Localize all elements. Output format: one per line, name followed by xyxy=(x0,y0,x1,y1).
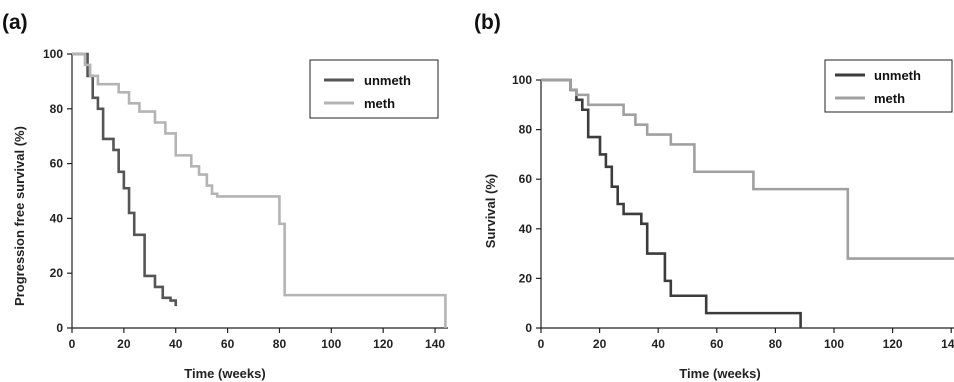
panel-b-x-axis-title: Time (weeks) xyxy=(679,366,760,381)
y-tick-label: 40 xyxy=(519,222,533,236)
y-tick-label: 60 xyxy=(519,172,533,186)
x-tick-label: 60 xyxy=(710,337,724,351)
panel-b-legend-box xyxy=(824,59,953,113)
series-line-unmeth xyxy=(72,52,178,307)
x-tick-label: 80 xyxy=(273,337,287,351)
panel-b-y-axis-title: Survival (%) xyxy=(483,174,498,248)
panel-b-series xyxy=(541,78,954,328)
series-line-unmeth xyxy=(541,78,802,328)
panel-a-y-axis-title: Progression free survival (%) xyxy=(12,126,27,306)
series-line-meth xyxy=(541,78,954,260)
panel-a-x-ticks: 0 20 40 60 80 100 120 140 xyxy=(69,328,445,351)
y-tick-label: 80 xyxy=(519,123,533,137)
y-tick-label: 100 xyxy=(512,73,532,87)
x-tick-label: 100 xyxy=(321,337,341,351)
panel-b-label: (b) xyxy=(474,11,501,34)
panel-a-x-axis-title: Time (weeks) xyxy=(184,366,265,381)
panel-a-legend: unmeth meth xyxy=(309,59,439,119)
y-tick-label: 20 xyxy=(50,266,64,280)
series-line-meth xyxy=(72,52,447,328)
y-tick-label: 20 xyxy=(519,271,533,285)
panel-b-y-ticks: 0 20 40 60 80 100 xyxy=(512,73,541,335)
panel-b-legend-label-unmeth: unmeth xyxy=(874,68,921,83)
panel-b: (b) Survival (%) Time (weeks) 0 20 40 60 80 1… xyxy=(474,11,954,381)
y-tick-label: 40 xyxy=(50,211,64,225)
x-tick-label: 0 xyxy=(538,337,545,351)
panel-b-legend-label-meth: meth xyxy=(874,91,905,106)
x-tick-label: 120 xyxy=(373,337,393,351)
panel-b-x-ticks: 0 20 40 60 80 100 120 140 xyxy=(538,328,954,351)
panel-a-legend-box xyxy=(309,59,439,119)
y-tick-label: 0 xyxy=(56,321,63,335)
y-tick-label: 80 xyxy=(50,102,64,116)
panel-a-legend-label-meth: meth xyxy=(364,96,395,111)
x-tick-label: 140 xyxy=(941,337,954,351)
y-tick-label: 100 xyxy=(43,47,63,61)
panel-b-legend: unmeth meth xyxy=(824,59,953,113)
y-tick-label: 60 xyxy=(50,157,64,171)
y-tick-label: 0 xyxy=(525,321,532,335)
x-tick-label: 100 xyxy=(824,337,844,351)
panel-a-label: (a) xyxy=(2,11,28,34)
x-tick-label: 40 xyxy=(169,337,183,351)
x-tick-label: 140 xyxy=(425,337,445,351)
x-tick-label: 80 xyxy=(769,337,783,351)
panel-a-legend-label-unmeth: unmeth xyxy=(364,73,411,88)
x-tick-label: 20 xyxy=(593,337,607,351)
panel-a-y-ticks: 0 20 40 60 80 100 xyxy=(43,47,72,335)
x-tick-label: 0 xyxy=(69,337,76,351)
x-tick-label: 40 xyxy=(652,337,666,351)
panel-a-series xyxy=(72,52,447,328)
x-tick-label: 120 xyxy=(883,337,903,351)
x-tick-label: 60 xyxy=(221,337,235,351)
panel-a: (a) Progression free survival (%) Time (… xyxy=(2,11,448,381)
x-tick-label: 20 xyxy=(117,337,131,351)
